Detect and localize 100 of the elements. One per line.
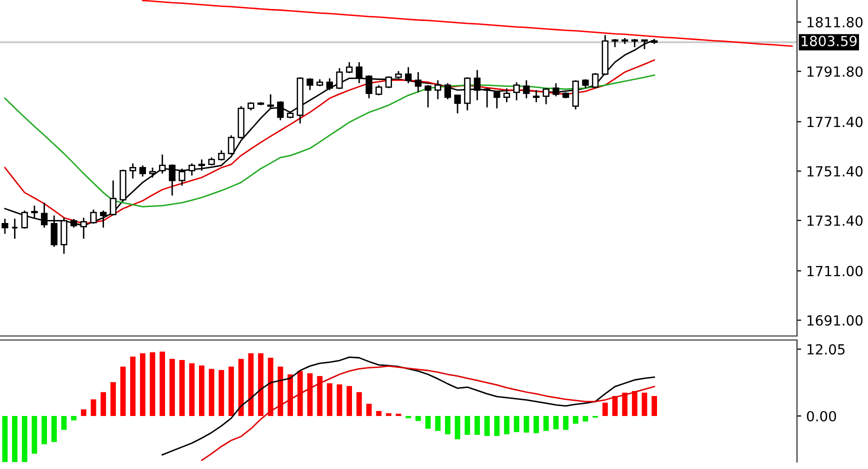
bar [150,352,156,416]
bar [288,374,293,416]
bar [435,416,441,431]
candlestick [434,80,442,100]
bar [140,353,146,416]
bar [258,353,264,416]
candlestick [168,164,176,196]
bar [406,416,412,418]
bar [307,373,313,416]
candlestick [277,100,284,121]
bar [336,384,342,416]
bar [553,416,559,430]
candlestick [159,154,166,174]
bar [494,416,500,436]
bar [366,404,372,416]
bar [652,396,658,416]
bar [474,416,480,435]
line-series [162,356,656,456]
candlestick [188,162,196,176]
candlestick [11,218,18,240]
candlestick [513,82,520,101]
y-tick-label: 1791.80 [808,66,863,77]
candlestick [356,62,362,84]
candlestick [503,88,510,103]
bar [110,382,116,416]
candlestick [326,78,333,91]
bar [51,416,57,442]
y-tick-label: 0.00 [806,410,836,422]
bar [238,358,244,416]
bar [2,416,8,462]
y-tick-label: 1811.80 [808,16,863,28]
y-tick-label: 1731.40 [808,215,863,226]
candlestick [31,204,38,218]
bar [100,392,106,416]
line-series [201,365,656,462]
bar [563,416,568,430]
candlestick [484,87,490,108]
bar [160,352,166,416]
candlestick [532,89,540,103]
y-tick-label: 1691.00 [808,315,863,326]
candlestick [552,82,560,97]
bar [524,416,530,433]
y-tick-label: 1711.00 [808,266,863,276]
candlestick [110,180,116,216]
bar [582,416,588,422]
bar [71,416,76,420]
bar [228,366,234,416]
candlestick [2,218,8,234]
candlestick [228,134,235,156]
bar [130,356,136,416]
y-tick-label: 12.05 [808,344,845,355]
bar [504,416,510,434]
bar [208,368,214,416]
candlestick [405,66,412,84]
candlestick [198,158,206,172]
bar [376,410,382,416]
candlestick [592,72,599,89]
bar [622,392,628,416]
bar [248,353,254,416]
bar [179,360,185,416]
candlestick [424,84,432,108]
bar [199,366,204,416]
bar [218,370,224,416]
bar [169,358,175,416]
y-tick-label: 1771.40 [808,116,863,128]
bar [484,416,490,436]
candlestick [366,74,372,99]
bar [42,416,47,444]
candlestick [149,166,156,178]
bar [268,358,274,416]
bar [534,416,539,434]
bar [120,366,126,416]
candlestick [494,90,500,110]
bar [632,391,638,416]
bar [386,413,392,416]
candlestick [414,71,422,94]
bar [454,416,460,440]
bar [297,371,303,416]
bar [12,416,18,462]
bar [444,416,450,434]
bar [278,366,284,416]
bar [514,416,520,432]
candlestick [474,69,481,101]
bar [32,416,38,454]
candlestick [178,168,186,186]
bar [80,409,86,416]
bar [326,383,332,416]
candlestick [267,94,274,110]
bar [317,376,322,416]
candlestick [346,62,353,74]
candlestick [336,67,343,90]
bar [464,416,470,435]
bar [189,363,195,416]
bar [356,392,362,416]
candlestick [454,94,461,114]
candlestick [523,80,530,99]
candlestick [130,162,136,180]
candlestick [218,150,225,162]
candlestick [444,82,452,100]
bar [346,386,352,416]
